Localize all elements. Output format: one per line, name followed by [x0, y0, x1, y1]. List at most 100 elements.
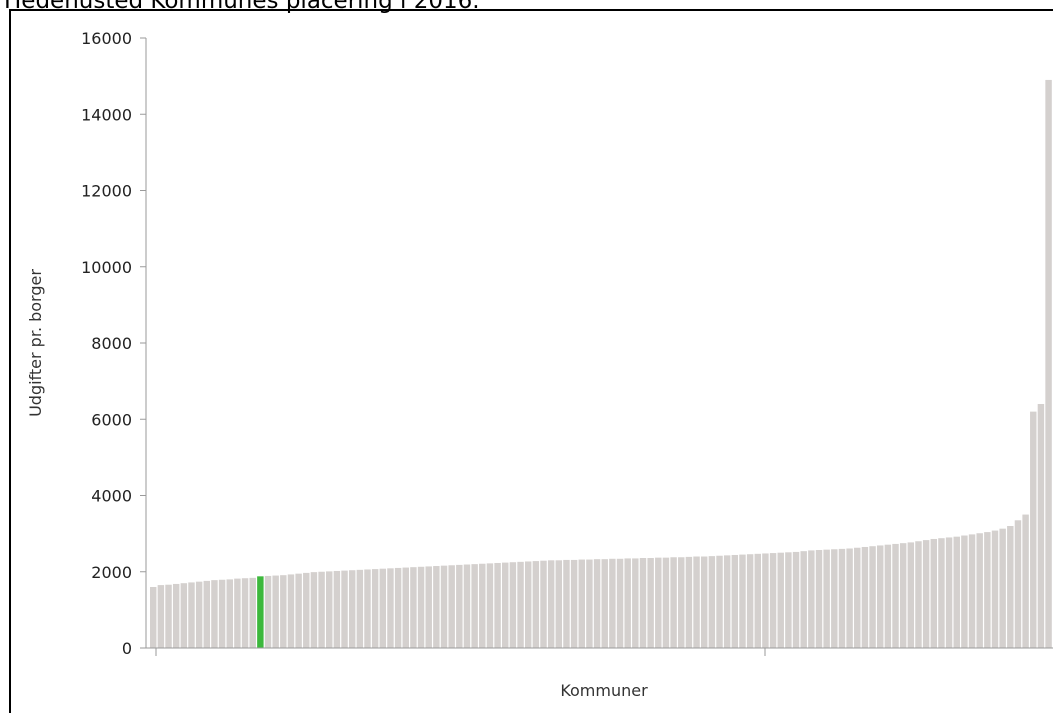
- bar: [632, 558, 639, 648]
- bar: [264, 575, 272, 648]
- bar: [172, 583, 180, 648]
- bar: [1007, 526, 1014, 648]
- bar: [188, 582, 195, 648]
- bar: [410, 567, 417, 648]
- bar: [249, 577, 256, 648]
- bar: [471, 564, 478, 649]
- bar: [785, 552, 792, 648]
- y-tick-label: 14000: [81, 105, 132, 124]
- y-tick-label: 0: [122, 639, 132, 658]
- bar: [716, 555, 723, 648]
- bar: [364, 569, 371, 648]
- bar: [456, 564, 463, 648]
- bar: [532, 561, 540, 648]
- bar: [823, 549, 830, 648]
- bar: [601, 559, 608, 648]
- bar: [685, 556, 693, 648]
- bar: [1014, 520, 1022, 648]
- bar: [547, 560, 555, 648]
- bar: [234, 578, 241, 648]
- bar: [272, 575, 279, 648]
- bar: [440, 565, 448, 648]
- bar: [570, 559, 578, 648]
- y-tick-label: 10000: [81, 258, 132, 277]
- highlighted-bar: [257, 576, 264, 648]
- bar: [517, 561, 524, 648]
- bar: [402, 567, 409, 648]
- bar: [463, 564, 471, 648]
- bar: [555, 560, 563, 648]
- bar: [1022, 514, 1029, 648]
- bar: [884, 544, 892, 648]
- y-tick-label: 12000: [81, 182, 132, 201]
- bar: [739, 554, 746, 648]
- bar: [915, 541, 922, 648]
- bar: [961, 535, 968, 648]
- bar: [157, 585, 165, 648]
- bar: [662, 557, 670, 648]
- bar: [754, 553, 761, 648]
- bar: [792, 551, 800, 648]
- bar: [524, 561, 532, 648]
- y-tick-label: 4000: [91, 487, 132, 506]
- bar: [831, 549, 838, 648]
- bar: [892, 543, 899, 648]
- bar: [1045, 79, 1052, 648]
- bar: [639, 558, 647, 648]
- bar: [700, 556, 708, 648]
- bar: [578, 559, 585, 648]
- bar: [854, 547, 861, 648]
- bar: [693, 556, 700, 648]
- bar: [746, 554, 754, 648]
- bars-group: [150, 79, 1052, 649]
- bar: [333, 570, 341, 648]
- bar: [348, 570, 356, 648]
- bar: [899, 543, 907, 648]
- bar: [502, 562, 509, 648]
- bar: [907, 542, 915, 648]
- bar: [486, 563, 494, 648]
- bar: [180, 583, 188, 648]
- bar: [838, 548, 846, 649]
- bar: [762, 553, 769, 648]
- bar: [303, 572, 310, 648]
- bar: [930, 538, 938, 648]
- y-tick-label: 8000: [91, 334, 132, 353]
- bar: [195, 581, 203, 648]
- bar: [953, 536, 960, 648]
- bar: [876, 545, 884, 648]
- y-tick-label: 2000: [91, 563, 132, 582]
- x-axis-title: Kommuner: [560, 681, 648, 700]
- chart-frame: [9, 9, 1053, 713]
- bar: [655, 557, 662, 648]
- bar: [976, 533, 983, 648]
- bar: [586, 559, 593, 648]
- bar: [678, 557, 685, 648]
- bar: [815, 550, 823, 648]
- bar: [999, 528, 1006, 648]
- bar: [287, 574, 295, 648]
- bar: [371, 569, 379, 648]
- bar: [165, 584, 172, 648]
- bar: [563, 559, 570, 648]
- bar: [241, 578, 249, 648]
- bar: [425, 566, 432, 648]
- bar: [226, 579, 233, 649]
- bar: [731, 554, 739, 648]
- y-ticks-group: 0 2000 4000 6000 8000 10000 12000 14000 16000: [81, 29, 146, 658]
- bar: [341, 570, 348, 648]
- bar: [387, 568, 394, 648]
- bar: [448, 565, 455, 648]
- y-tick-label: 6000: [91, 410, 132, 429]
- bar: [616, 558, 624, 648]
- bar: [723, 555, 731, 648]
- bar: [800, 551, 807, 648]
- bar: [203, 580, 211, 648]
- bar: [326, 571, 333, 648]
- bar: [869, 546, 876, 648]
- bar: [211, 580, 218, 648]
- bar: [593, 559, 601, 648]
- bar: [509, 562, 517, 648]
- bar: [968, 534, 976, 648]
